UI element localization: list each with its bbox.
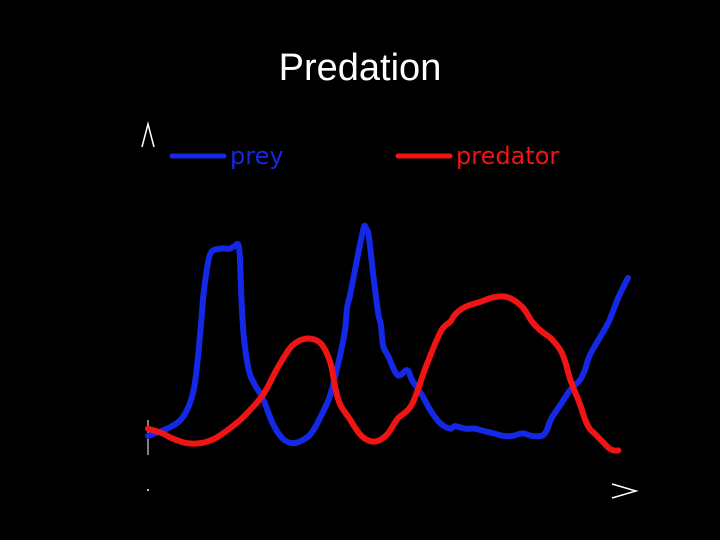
series-line-predator xyxy=(145,293,622,454)
legend-label-predator: predator xyxy=(456,142,559,170)
legend: prey predator xyxy=(169,142,559,170)
x-axis-arrow xyxy=(611,483,639,499)
series-layer xyxy=(145,222,631,454)
y-axis-arrow xyxy=(141,121,155,148)
x-axis xyxy=(611,483,639,499)
legend-label-prey: prey xyxy=(230,142,284,170)
series-line-prey xyxy=(145,222,631,447)
slide-title: Predation xyxy=(278,47,442,89)
